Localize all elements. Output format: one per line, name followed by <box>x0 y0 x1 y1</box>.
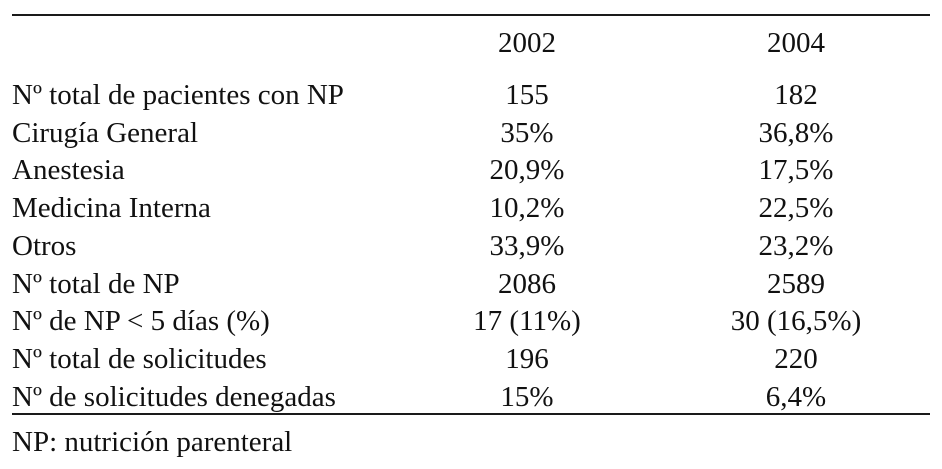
row-label: Nº de NP < 5 días (%) <box>12 305 270 338</box>
row-label: Otros <box>12 229 77 262</box>
table-row: Nº total de pacientes con NP 155 182 <box>12 77 930 115</box>
header-2002: 2002 <box>498 26 556 59</box>
cell-2002: 35% <box>500 116 554 149</box>
cell-2004: 182 <box>774 79 818 111</box>
cell-2002: 10,2% <box>489 192 565 225</box>
cell-2004: 6,4% <box>765 380 827 413</box>
cell-2004: 23,2% <box>758 229 834 262</box>
table-row: Anestesia 20,9% 17,5% <box>12 152 930 190</box>
row-label: Cirugía General <box>12 116 199 149</box>
cell-2002: 196 <box>505 342 549 375</box>
row-label: Medicina Interna <box>12 192 211 225</box>
table-header-spacer <box>12 65 930 77</box>
data-table: 2002 2004 Nº total de pacientes con NP 1… <box>12 22 930 416</box>
cell-2004: 30 (16,5%) <box>730 305 862 338</box>
cell-2002: 17 (11%) <box>473 305 581 338</box>
table-row: Nº total de solicitudes 196 220 <box>12 341 930 379</box>
cell-2004: 220 <box>774 342 818 375</box>
row-label: Nº total de NP <box>12 267 180 300</box>
cell-2002: 155 <box>505 79 549 111</box>
cell-2004: 22,5% <box>758 192 834 225</box>
row-label: Anestesia <box>12 154 125 187</box>
table-top-rule <box>12 14 930 16</box>
cell-2002: 33,9% <box>489 229 565 262</box>
cell-2004: 2589 <box>767 267 825 300</box>
cell-2002: 20,9% <box>489 154 565 187</box>
table-header-row: 2002 2004 <box>12 22 930 65</box>
cell-2004: 17,5% <box>758 154 834 187</box>
row-label: Nº total de solicitudes <box>12 342 267 375</box>
table-row: Nº total de NP 2086 2589 <box>12 266 930 304</box>
header-empty-cell <box>12 22 392 65</box>
table-row: Medicina Interna 10,2% 22,5% <box>12 190 930 228</box>
row-label: Nº de solicitudes denegadas <box>12 380 336 413</box>
table-row: Nº de NP < 5 días (%) 17 (11%) 30 (16,5%… <box>12 303 930 341</box>
table-row: Nº de solicitudes denegadas 15% 6,4% <box>12 379 930 417</box>
cell-2002: 2086 <box>498 267 556 300</box>
header-2004: 2004 <box>767 26 825 59</box>
table-row: Cirugía General 35% 36,8% <box>12 115 930 153</box>
row-label: Nº total de pacientes con NP <box>12 79 344 111</box>
cell-2002: 15% <box>500 380 554 413</box>
table-footnote: NP: nutrición parenteral <box>12 426 293 458</box>
table-row: Otros 33,9% 23,2% <box>12 228 930 266</box>
table-bottom-rule <box>12 413 930 415</box>
cell-2004: 36,8% <box>758 116 834 149</box>
